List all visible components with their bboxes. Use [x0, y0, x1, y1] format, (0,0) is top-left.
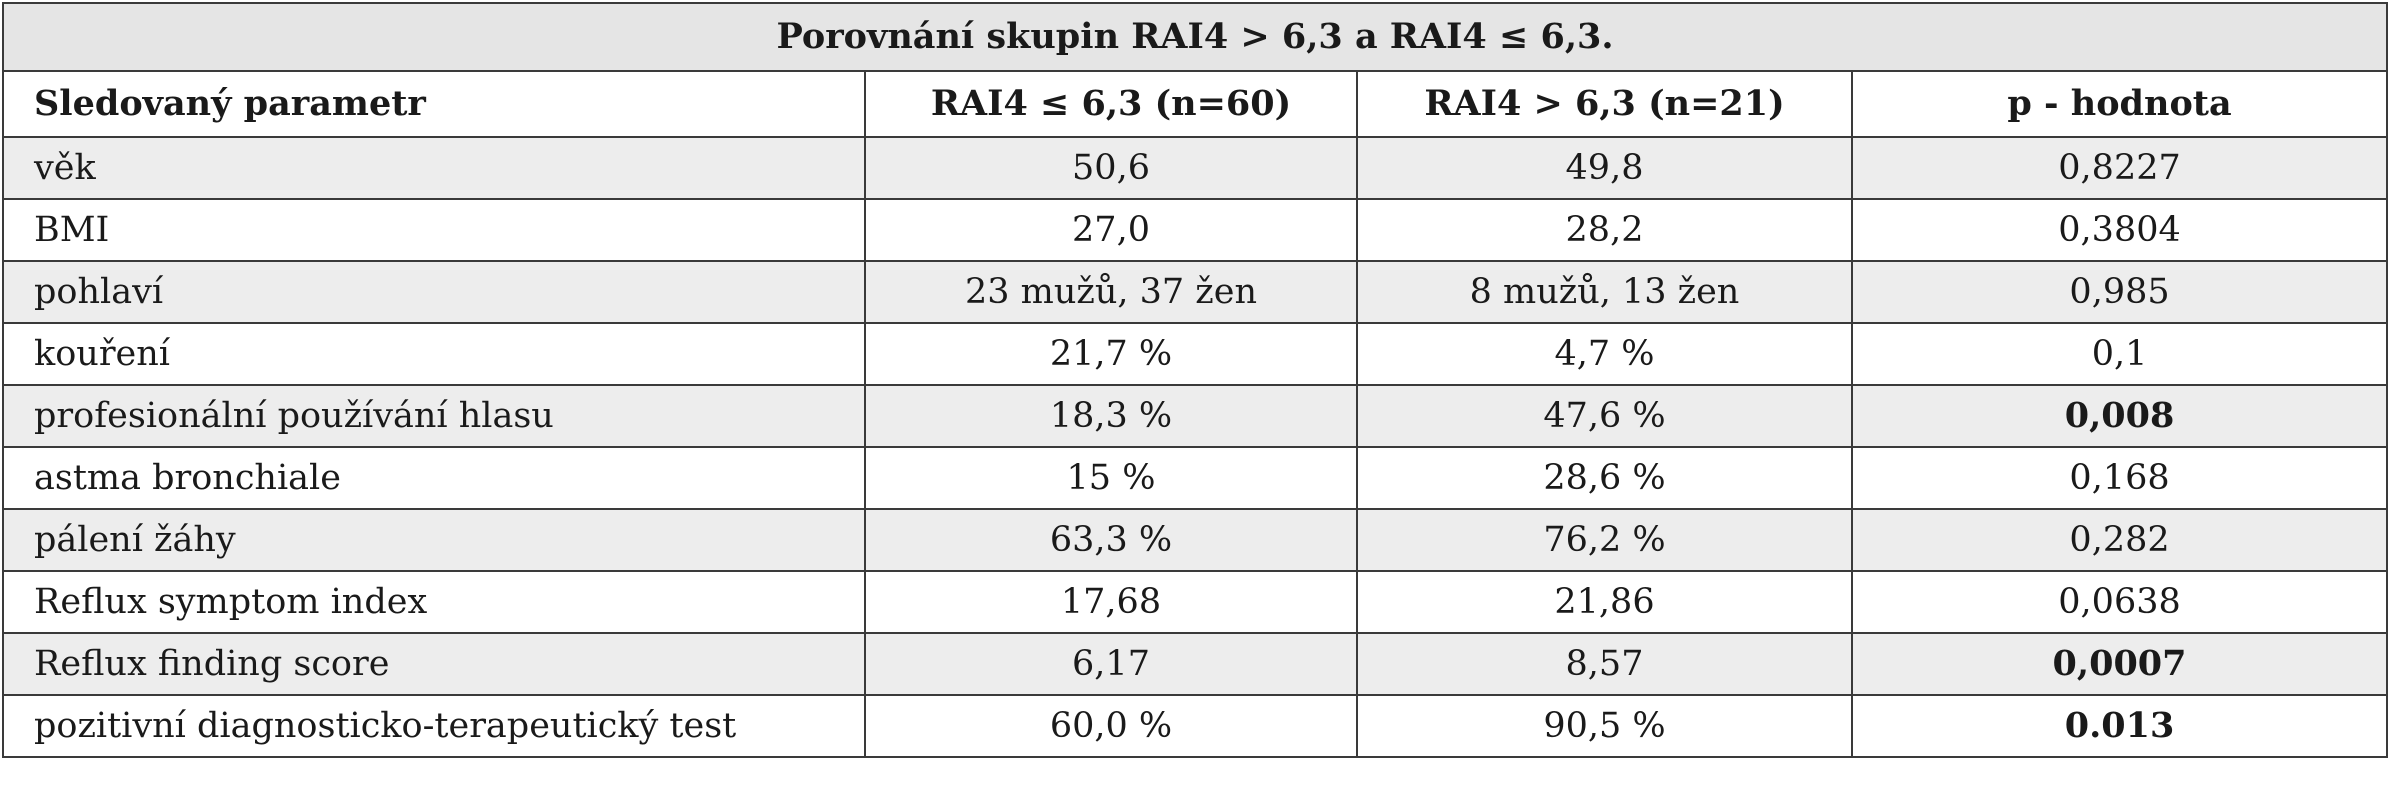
cell-p-value: 0.013 [1850, 694, 2389, 758]
table-row: BMI 27,0 28,2 0,3804 [2, 198, 2389, 262]
table-row: kouření 21,7 % 4,7 % 0,1 [2, 322, 2389, 386]
cell-parameter: astma bronchiale [2, 446, 866, 510]
table-header-row: Sledovaný parametr RAI4 ≤ 6,3 (n=60) RAI… [2, 70, 2389, 138]
table-row: profesionální používání hlasu 18,3 % 47,6 … [2, 384, 2389, 448]
cell-p-value: 0,008 [1850, 384, 2389, 448]
table-row: pozitivní diagnosticko-terapeutický test… [2, 694, 2389, 758]
table-row: pohlaví 23 mužů, 37 žen 8 mužů, 13 žen 0,98… [2, 260, 2389, 324]
table-row: astma bronchiale 15 % 28,6 % 0,168 [2, 446, 2389, 510]
cell-rai4-high-value: 28,6 % [1356, 446, 1853, 510]
cell-rai4-low-value: 23 mužů, 37 žen [864, 260, 1358, 324]
cell-rai4-low-value: 17,68 [864, 570, 1358, 634]
cell-parameter: Reflux finding score [2, 632, 866, 696]
table-body: věk 50,6 49,8 0,8227 BMI 27,0 28,2 0,3804 pohlav… [2, 136, 2389, 758]
table-row: pálení žáhy 63,3 % 76,2 % 0,282 [2, 508, 2389, 572]
cell-rai4-high-value: 90,5 % [1356, 694, 1853, 758]
table-title: Porovnání skupin RAI4 > 6,3 a RAI4 ≤ 6,3… [1, 2, 2389, 72]
cell-p-value: 0,0638 [1850, 570, 2389, 634]
cell-rai4-low-value: 15 % [864, 446, 1358, 510]
cell-rai4-high-value: 4,7 % [1356, 322, 1853, 386]
cell-parameter: pohlaví [2, 260, 866, 324]
cell-rai4-low-value: 27,0 [864, 198, 1358, 262]
cell-p-value: 0,168 [1850, 446, 2389, 510]
cell-rai4-low-value: 63,3 % [864, 508, 1358, 572]
comparison-table: Porovnání skupin RAI4 > 6,3 a RAI4 ≤ 6,3… [1, 2, 2389, 758]
table-row: Reflux finding score 6,17 8,57 0,0007 [2, 632, 2389, 696]
cell-parameter: kouření [2, 322, 866, 386]
cell-p-value: 0,985 [1850, 260, 2389, 324]
cell-rai4-low-value: 6,17 [864, 632, 1358, 696]
cell-parameter: pálení žáhy [2, 508, 866, 572]
comparison-table-container: Porovnání skupin RAI4 > 6,3 a RAI4 ≤ 6,3… [1, 2, 2389, 758]
cell-parameter: profesionální používání hlasu [2, 384, 866, 448]
cell-rai4-high-value: 8,57 [1356, 632, 1853, 696]
header-parameter: Sledovaný parametr [2, 70, 866, 138]
cell-p-value: 0,3804 [1850, 198, 2389, 262]
cell-parameter: pozitivní diagnosticko-terapeutický test [2, 694, 866, 758]
cell-p-value: 0,1 [1850, 322, 2389, 386]
table-row: Reflux symptom index 17,68 21,86 0,0638 [2, 570, 2389, 634]
header-p-value: p - hodnota [1850, 70, 2389, 138]
cell-rai4-high-value: 47,6 % [1356, 384, 1853, 448]
cell-rai4-high-value: 8 mužů, 13 žen [1356, 260, 1853, 324]
cell-rai4-high-value: 21,86 [1356, 570, 1853, 634]
cell-p-value: 0,282 [1850, 508, 2389, 572]
cell-rai4-low-value: 21,7 % [864, 322, 1358, 386]
cell-p-value: 0,0007 [1850, 632, 2389, 696]
cell-parameter: věk [2, 136, 866, 200]
cell-parameter: Reflux symptom index [2, 570, 866, 634]
cell-rai4-high-value: 49,8 [1356, 136, 1853, 200]
cell-rai4-low-value: 18,3 % [864, 384, 1358, 448]
cell-rai4-high-value: 28,2 [1356, 198, 1853, 262]
table-title-row: Porovnání skupin RAI4 > 6,3 a RAI4 ≤ 6,3… [1, 2, 2389, 72]
cell-rai4-high-value: 76,2 % [1356, 508, 1853, 572]
cell-p-value: 0,8227 [1850, 136, 2389, 200]
cell-parameter: BMI [2, 198, 866, 262]
table-row: věk 50,6 49,8 0,8227 [2, 136, 2389, 200]
cell-rai4-low-value: 60,0 % [864, 694, 1358, 758]
header-rai4-low-group: RAI4 ≤ 6,3 (n=60) [864, 70, 1358, 138]
cell-rai4-low-value: 50,6 [864, 136, 1358, 200]
header-rai4-high-group: RAI4 > 6,3 (n=21) [1356, 70, 1853, 138]
